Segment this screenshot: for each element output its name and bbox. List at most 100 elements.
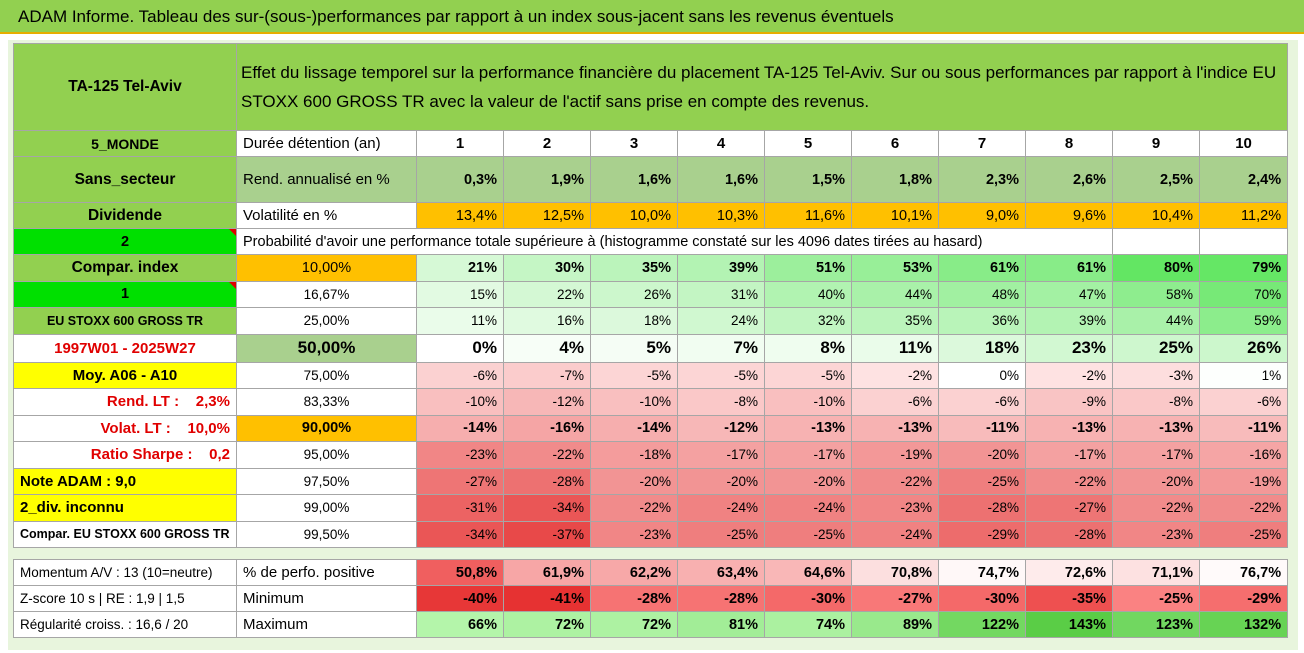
quantile-value: -28% bbox=[503, 467, 591, 495]
quantile-value: -20% bbox=[677, 467, 765, 495]
volatility-value: 10,0% bbox=[590, 202, 678, 229]
quantile-value: 79% bbox=[1198, 254, 1289, 282]
average-label: Moy. A06 - A10 bbox=[13, 361, 237, 389]
quantile-value: 70% bbox=[1198, 280, 1289, 308]
quantile-value: -23% bbox=[416, 441, 504, 469]
quantile-value: -11% bbox=[1198, 414, 1289, 442]
stat-label: % de perfo. positive bbox=[236, 559, 417, 586]
stat-label: Maximum bbox=[236, 611, 417, 638]
annualized-return-label: Rend. annualisé en % bbox=[236, 156, 417, 203]
quantile-value: 0% bbox=[416, 333, 504, 363]
stat-value: 123% bbox=[1112, 611, 1200, 638]
quantile-value: -2% bbox=[1025, 361, 1113, 389]
year-header: 1 bbox=[416, 130, 504, 157]
quantile-value: -22% bbox=[851, 467, 939, 495]
quantile-value: 26% bbox=[590, 280, 678, 308]
quantile-value: 44% bbox=[1112, 307, 1200, 335]
comparison-index-full: Compar. EU STOXX 600 GROSS TR bbox=[13, 520, 237, 548]
quantile-value: 30% bbox=[503, 254, 591, 282]
stat-value: -28% bbox=[590, 585, 678, 612]
quantile-value: 39% bbox=[677, 254, 765, 282]
stat-value: -30% bbox=[764, 585, 852, 612]
section-gap bbox=[13, 547, 1288, 560]
stat-value: 81% bbox=[677, 611, 765, 638]
quantile-value: 26% bbox=[1198, 333, 1289, 363]
quantile-value: 5% bbox=[590, 333, 678, 363]
quantile-value: -12% bbox=[503, 388, 591, 416]
quantile-value: 59% bbox=[1198, 307, 1289, 335]
quantile-value: -6% bbox=[1198, 388, 1289, 416]
quantile-value: -27% bbox=[1025, 494, 1113, 522]
quantile-value: -13% bbox=[1025, 414, 1113, 442]
quantile-value: 0% bbox=[938, 361, 1026, 389]
quantile-value: -19% bbox=[1198, 467, 1289, 495]
probability-caption: Probabilité d'avoir une performance tota… bbox=[236, 228, 1113, 255]
quantile-value: 58% bbox=[1112, 280, 1200, 308]
volatility-value: 11,2% bbox=[1198, 202, 1289, 229]
quantile-value: 18% bbox=[938, 333, 1026, 363]
empty-cell bbox=[1198, 228, 1289, 255]
year-header: 7 bbox=[938, 130, 1026, 157]
annualized-return-value: 2,6% bbox=[1025, 156, 1113, 203]
quantile-label: 83,33% bbox=[236, 388, 417, 416]
quantile-value: -6% bbox=[416, 361, 504, 389]
quantile-value: -10% bbox=[764, 388, 852, 416]
year-header: 6 bbox=[851, 130, 939, 157]
stat-value: -25% bbox=[1112, 585, 1200, 612]
volatility-value: 13,4% bbox=[416, 202, 504, 229]
long-term-return: Rend. LT : 2,3% bbox=[13, 388, 237, 416]
volatility-value: 10,1% bbox=[851, 202, 939, 229]
quantile-value: -31% bbox=[416, 494, 504, 522]
quantile-value: 4% bbox=[503, 333, 591, 363]
compar-option-value[interactable]: 1 bbox=[13, 280, 237, 308]
quantile-label: 99,50% bbox=[236, 520, 417, 548]
quantile-value: -9% bbox=[1025, 388, 1113, 416]
quantile-value: -20% bbox=[764, 467, 852, 495]
period-label: 1997W01 - 2025W27 bbox=[13, 333, 237, 363]
annualized-return-value: 1,6% bbox=[677, 156, 765, 203]
quantile-value: -8% bbox=[677, 388, 765, 416]
quantile-value: -14% bbox=[416, 414, 504, 442]
volatility-value: 10,4% bbox=[1112, 202, 1200, 229]
quantile-value: 39% bbox=[1025, 307, 1113, 335]
stat-value: 61,9% bbox=[503, 559, 591, 586]
stat-value: 132% bbox=[1198, 611, 1289, 638]
volatility-value: 9,6% bbox=[1025, 202, 1113, 229]
stat-value: -35% bbox=[1025, 585, 1113, 612]
stat-label: Minimum bbox=[236, 585, 417, 612]
quantile-value: -11% bbox=[938, 414, 1026, 442]
annualized-return-value: 0,3% bbox=[416, 156, 504, 203]
quantile-value: 51% bbox=[764, 254, 852, 282]
index-name: EU STOXX 600 GROSS TR bbox=[13, 307, 237, 335]
quantile-value: -27% bbox=[416, 467, 504, 495]
quantile-value: -10% bbox=[416, 388, 504, 416]
volatility-label: Volatilité en % bbox=[236, 202, 417, 229]
dividend-label: Dividende bbox=[13, 202, 237, 229]
annualized-return-value: 2,4% bbox=[1198, 156, 1289, 203]
compar-index-label: Compar. index bbox=[13, 254, 237, 282]
dividend-option-value[interactable]: 2 bbox=[13, 228, 237, 255]
annualized-return-value: 1,6% bbox=[590, 156, 678, 203]
quantile-value: -17% bbox=[764, 441, 852, 469]
quantile-value: 11% bbox=[416, 307, 504, 335]
stat-value: 72% bbox=[590, 611, 678, 638]
quantile-value: -12% bbox=[677, 414, 765, 442]
stat-value: 64,6% bbox=[764, 559, 852, 586]
quantile-value: 40% bbox=[764, 280, 852, 308]
year-header: 4 bbox=[677, 130, 765, 157]
quantile-value: -13% bbox=[764, 414, 852, 442]
quantile-value: -24% bbox=[677, 494, 765, 522]
quantile-value: 47% bbox=[1025, 280, 1113, 308]
adam-score: Note ADAM : 9,0 bbox=[13, 467, 237, 495]
quantile-value: -7% bbox=[503, 361, 591, 389]
annualized-return-value: 2,3% bbox=[938, 156, 1026, 203]
report-title-banner: ADAM Informe. Tableau des sur-(sous-)per… bbox=[0, 0, 1304, 34]
quantile-value: -6% bbox=[851, 388, 939, 416]
quantile-value: 44% bbox=[851, 280, 939, 308]
sector-label: Sans_secteur bbox=[13, 156, 237, 203]
stat-value: -41% bbox=[503, 585, 591, 612]
quantile-value: 80% bbox=[1112, 254, 1200, 282]
quantile-value: -5% bbox=[590, 361, 678, 389]
quantile-value: 11% bbox=[851, 333, 939, 363]
quantile-value: -25% bbox=[938, 467, 1026, 495]
